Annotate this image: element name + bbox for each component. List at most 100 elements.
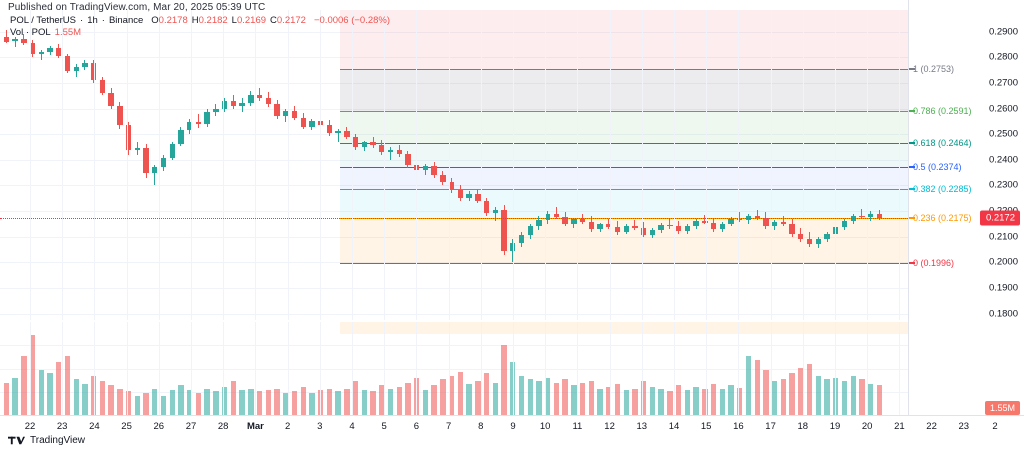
candle-body: [56, 47, 62, 57]
candle-body: [859, 215, 865, 217]
volume-bar: [641, 380, 647, 415]
candle-body: [239, 103, 245, 106]
time-axis-tick: 21: [894, 421, 905, 432]
candle-body: [579, 219, 586, 222]
volume-bar: [623, 390, 629, 415]
volume-bar: [771, 380, 778, 415]
volume-bar: [466, 383, 472, 415]
volume-bar: [440, 378, 446, 415]
volume-bar: [798, 368, 804, 415]
candle-wick: [197, 114, 199, 128]
candle-body: [221, 101, 228, 109]
fib-level-tick: [909, 68, 915, 71]
volume-bar: [431, 385, 437, 415]
candle-wick: [861, 208, 863, 219]
volume-bar: [815, 376, 822, 415]
candle-body: [335, 131, 341, 133]
volume-bar: [256, 391, 263, 415]
candle-body: [64, 56, 71, 71]
fib-level-line[interactable]: [340, 263, 908, 265]
volume-badge[interactable]: 1.55M: [984, 401, 1020, 415]
price-axis-tick: 0.2900: [988, 26, 1018, 38]
price-gridline: [0, 287, 908, 289]
price-axis[interactable]: 1 (0.2753) 0.786 (0.2591) 0.618 (0.2464) 0.…: [908, 0, 1024, 415]
candle-body: [370, 142, 376, 145]
volume-bar: [134, 396, 141, 415]
candle-wick: [136, 141, 138, 155]
candle-body: [134, 148, 141, 150]
time-axis-tick: 20: [861, 421, 873, 432]
volume-bar: [422, 390, 429, 415]
price-gridline: [0, 236, 908, 238]
fib-level-line[interactable]: [340, 189, 908, 191]
volume-bar: [841, 380, 848, 415]
volume-bar: [763, 370, 769, 415]
volume-bar: [492, 382, 498, 415]
volume-chart-pane[interactable]: [0, 322, 908, 415]
time-axis-tick: 12: [604, 421, 615, 432]
fib-level-line[interactable]: [340, 69, 908, 71]
volume-bar: [3, 382, 10, 415]
candle-body: [169, 143, 175, 158]
fib-level-line[interactable]: [340, 110, 908, 112]
time-axis[interactable]: 22 23 24 25 26 27 28 Mar 2 3 4 5 6 7 8 9 10 11 12 13 14 15 16 1…: [0, 415, 1024, 437]
volume-bar: [326, 388, 333, 415]
time-axis-tick: 23: [56, 421, 68, 432]
candle-wick: [337, 128, 339, 142]
volume-bar: [518, 376, 525, 415]
time-gridline: [30, 322, 31, 415]
fib-zone: [340, 110, 908, 144]
candle-wick: [634, 220, 636, 230]
time-gridline: [255, 322, 257, 415]
time-gridline: [255, 10, 257, 320]
time-gridline: [62, 10, 64, 320]
time-axis-tick: 2: [992, 421, 1000, 432]
fib-level-line[interactable]: [340, 166, 908, 168]
time-gridline: [352, 322, 353, 415]
fib-level-line[interactable]: [340, 217, 908, 219]
time-gridline: [126, 322, 128, 415]
volume-bar: [335, 391, 341, 415]
candle-body: [763, 218, 769, 227]
published-caption: Published on TradingView.com, Mar 20, 20…: [8, 2, 266, 13]
candle-body: [658, 225, 664, 230]
current-price-badge[interactable]: 0.2172: [979, 210, 1020, 226]
fib-level-line[interactable]: [340, 143, 908, 145]
time-gridline: [287, 10, 289, 320]
price-axis-tick: 0.2700: [988, 77, 1018, 89]
candle-body: [562, 216, 568, 224]
fib-zone: [340, 189, 908, 218]
volume-bar: [64, 355, 71, 415]
fib-level-tick: [909, 188, 915, 191]
time-gridline: [223, 10, 225, 320]
candle-body: [117, 105, 123, 126]
candle-body: [283, 111, 289, 116]
candle-body: [256, 94, 263, 98]
price-axis-tick: 0.1900: [988, 282, 1018, 294]
candle-body: [178, 129, 184, 144]
time-gridline: [448, 322, 450, 415]
time-gridline: [674, 10, 675, 320]
volume-bar: [283, 393, 289, 415]
candle-body: [597, 224, 603, 230]
candle-wick: [669, 218, 671, 229]
time-axis-tick: 22: [926, 421, 937, 432]
time-gridline: [126, 10, 128, 320]
fib-level-label: 0.618 (0.2464): [913, 138, 972, 149]
candle-body: [868, 214, 874, 217]
price-chart-pane[interactable]: [0, 10, 908, 320]
volume-bar: [876, 385, 883, 415]
price-axis-tick: 0.2500: [988, 128, 1018, 140]
price-axis-tick: 0.2400: [988, 154, 1018, 166]
volume-bar: [789, 372, 795, 415]
candle-body: [3, 36, 10, 42]
volume-bar: [475, 380, 481, 415]
time-axis-tick: 28: [217, 421, 229, 432]
candle-wick: [555, 207, 557, 219]
candle-body: [265, 97, 271, 105]
volume-bar: [160, 396, 167, 415]
candle-body: [352, 137, 359, 147]
volume-bar: [675, 385, 682, 415]
time-axis-tick: 11: [572, 421, 583, 432]
candle-body: [187, 121, 193, 130]
